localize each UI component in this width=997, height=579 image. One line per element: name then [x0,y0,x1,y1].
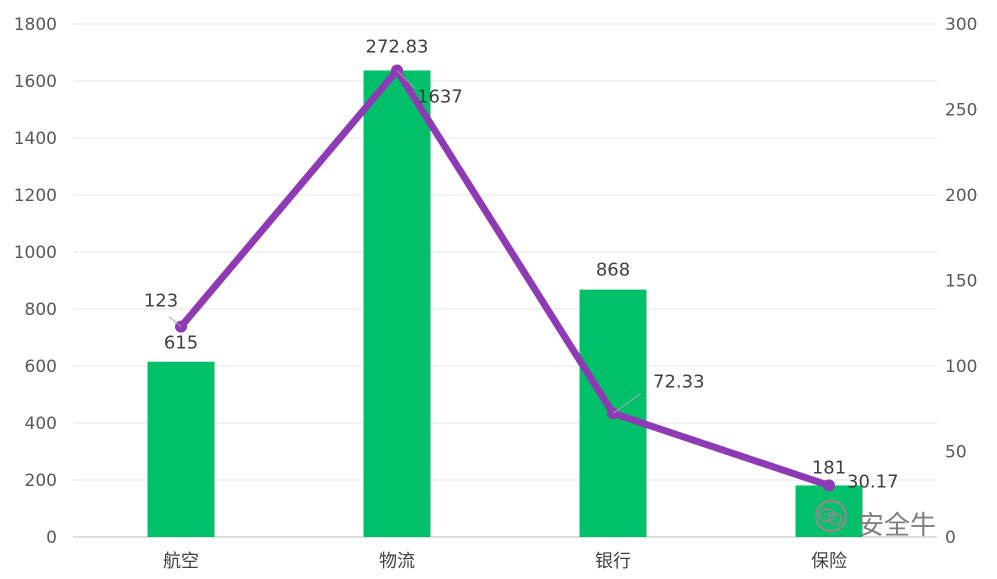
right-tick-label: 250 [945,101,977,121]
category-label: 航空 [163,551,199,572]
bar-data-label: 868 [596,260,630,281]
bar [147,361,215,537]
line-data-label: 72.33 [653,371,705,392]
right-axis: 0 50 100 150 200 250 300 [945,15,977,548]
line-data-label: 123 [144,291,178,312]
category-axis: 航空 物流 银行 保险 [163,551,847,572]
left-tick-label: 400 [25,414,57,434]
right-tick-label: 300 [945,15,977,35]
left-tick-label: 1800 [14,15,57,35]
line-series [175,64,835,492]
left-tick-label: 800 [25,300,57,320]
watermark: 安全牛 [814,499,936,541]
category-label: 物流 [379,551,415,572]
watermark-text: 安全牛 [858,511,936,541]
line-point [823,479,835,492]
right-tick-label: 0 [945,528,956,548]
right-tick-label: 100 [945,357,977,377]
leader-line [396,70,416,89]
left-tick-label: 1600 [14,72,57,92]
gridlines [73,23,937,538]
category-label: 保险 [811,551,847,572]
leader-line [612,392,642,414]
line-data-label: 272.83 [366,36,429,57]
left-tick-label: 1000 [14,243,57,263]
bar [363,70,431,537]
left-tick-label: 1400 [14,129,57,149]
wechat-icon [814,499,848,533]
right-tick-label: 150 [945,272,977,292]
bar [795,485,863,537]
category-label: 银行 [595,551,631,572]
line-data-label: 30.17 [847,471,899,492]
left-tick-label: 200 [25,471,57,491]
bar-data-label: 1637 [417,86,463,107]
bar-data-label: 181 [812,457,846,478]
series-line [177,66,833,489]
left-tick-label: 600 [25,357,57,377]
left-axis: 0 200 400 600 800 1000 1200 1400 1600 1800 [14,15,57,548]
leader-line [168,316,182,328]
bar-data-label: 615 [164,333,198,354]
bar-series [147,70,863,537]
right-tick-label: 50 [945,443,967,463]
left-tick-label: 0 [46,528,57,548]
left-tick-label: 1200 [14,186,57,206]
right-tick-label: 200 [945,186,977,206]
data-labels: 615 1637 868 181 123 272.83 72.33 30.17 [144,36,899,492]
